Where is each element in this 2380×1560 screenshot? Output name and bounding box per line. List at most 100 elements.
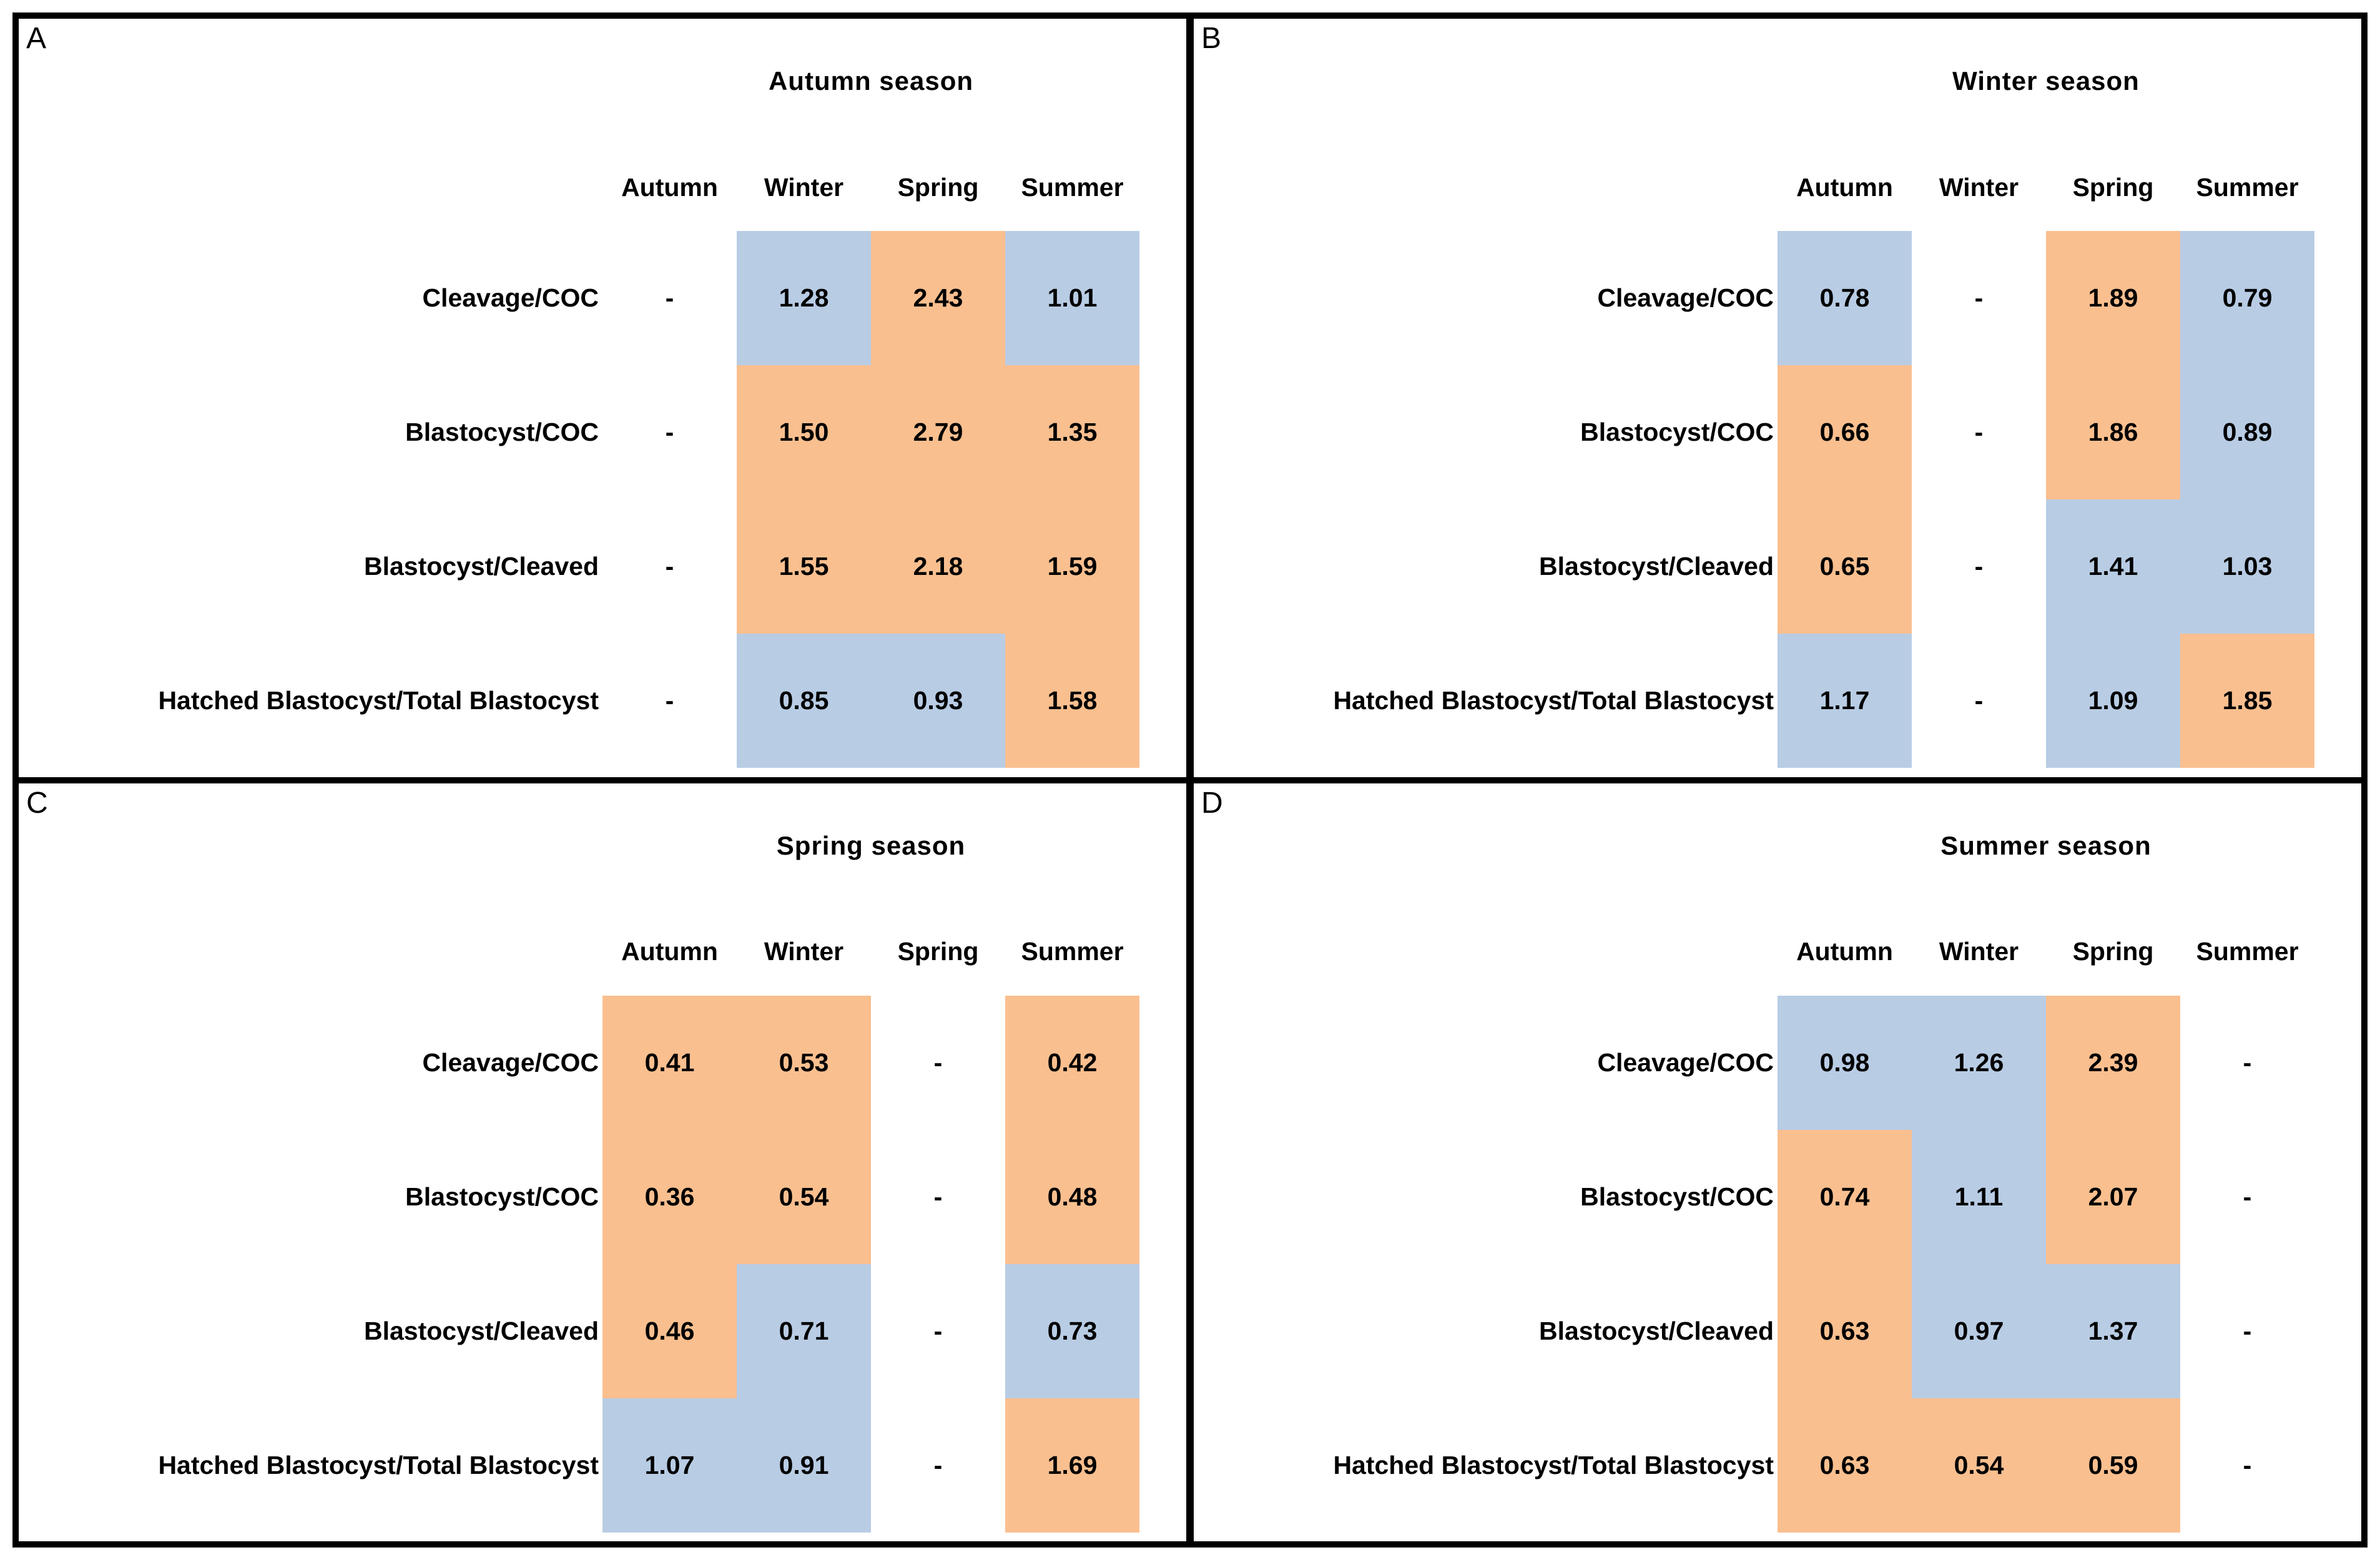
row-label: Blastocyst/Cleaved	[363, 1316, 599, 1345]
panel-title: Winter season	[1952, 66, 2140, 96]
row-label: Cleavage/COC	[1597, 1047, 1774, 1077]
value-cell: 1.89	[2046, 231, 2180, 365]
value-cell: 1.28	[737, 231, 871, 365]
panel-title: Autumn season	[768, 66, 974, 96]
value-cell: 0.93	[871, 634, 1005, 768]
column-header-autumn: Autumn	[621, 937, 718, 966]
value-cell: 0.91	[737, 1398, 871, 1533]
panel-letter-a: A	[26, 22, 47, 55]
value-cell: 1.09	[2046, 634, 2180, 768]
value-cell: 1.37	[2046, 1263, 2180, 1398]
value-cell: 0.98	[1778, 995, 1912, 1130]
panel-table-a: Autumn season Autumn Winter Spring Summer Cle…	[19, 19, 1186, 777]
value-cell: 1.26	[1912, 995, 2046, 1130]
value-cell: 1.69	[1005, 1398, 1139, 1533]
value-cell: 0.65	[1778, 499, 1912, 634]
row-label: Blastocyst/COC	[405, 418, 599, 446]
value-cell: 0.63	[1778, 1263, 1912, 1398]
value-cell: 1.55	[737, 499, 871, 634]
value-cell: 1.41	[2046, 499, 2180, 634]
column-header-spring: Spring	[2072, 172, 2154, 202]
row-label: Blastocyst/Cleaved	[363, 552, 599, 581]
row-label: Blastocyst/COC	[1580, 1182, 1774, 1211]
row-label: Blastocyst/Cleaved	[1538, 1316, 1774, 1345]
row-label: Blastocyst/COC	[1580, 418, 1774, 446]
value-cell: 0.54	[1912, 1398, 2046, 1533]
panel-title: Spring season	[776, 830, 966, 860]
column-header-winter: Winter	[764, 172, 844, 202]
column-header-autumn: Autumn	[621, 172, 718, 202]
row-label: Hatched Blastocyst/Total Blastocyst	[1333, 1450, 1774, 1479]
value-cell: 0.53	[737, 995, 871, 1130]
row-label: Blastocyst/COC	[405, 1182, 599, 1211]
column-header-spring: Spring	[2072, 937, 2154, 966]
value-cell: 0.54	[737, 1129, 871, 1264]
value-cell: 0.97	[1912, 1263, 2046, 1398]
row-label: Cleavage/COC	[422, 283, 599, 312]
column-header-spring: Spring	[897, 172, 979, 202]
value-cell: 0.46	[602, 1263, 737, 1398]
panel-d: D Summer season Autumn Winter Spring Summer C…	[1194, 783, 2361, 1542]
value-cell: 0.48	[1005, 1129, 1139, 1264]
figure-frame: A Autumn season Autumn Winter Spring Summer C…	[12, 12, 2368, 1548]
value-cell: 1.85	[2180, 634, 2314, 768]
panel-divider-horizontal	[19, 777, 2361, 783]
value-cell: 1.07	[602, 1398, 737, 1533]
value-cell: 0.89	[2180, 365, 2314, 499]
column-header-winter: Winter	[764, 937, 844, 966]
panel-letter-b: B	[1201, 22, 1222, 55]
panel-table-c: Spring season Autumn Winter Spring Summer Cle…	[19, 783, 1186, 1542]
panel-table-b: Winter season Autumn Winter Spring Summer Cle…	[1194, 19, 2361, 777]
value-cell: 0.42	[1005, 995, 1139, 1130]
row-label: Blastocyst/Cleaved	[1538, 552, 1774, 581]
value-cell: -	[2243, 1316, 2252, 1345]
value-cell: 0.59	[2046, 1398, 2180, 1533]
column-header-autumn: Autumn	[1796, 937, 1893, 966]
value-cell: 0.73	[1005, 1263, 1139, 1398]
value-cell: 2.07	[2046, 1129, 2180, 1264]
value-cell: -	[1974, 418, 1984, 446]
value-cell: -	[2243, 1182, 2252, 1211]
panel-letter-d: D	[1201, 786, 1223, 820]
value-cell: 0.79	[2180, 231, 2314, 365]
panel-title: Summer season	[1940, 830, 2151, 860]
value-cell: 1.11	[1912, 1129, 2046, 1264]
panel-b: B Winter season Autumn Winter Spring Summer C…	[1194, 19, 2361, 777]
value-cell: -	[2243, 1047, 2252, 1077]
value-cell: 1.01	[1005, 231, 1139, 365]
value-cell: -	[1974, 283, 1984, 312]
value-cell: -	[1974, 686, 1984, 715]
value-cell: 1.86	[2046, 365, 2180, 499]
column-header-summer: Summer	[2196, 937, 2299, 966]
column-header-autumn: Autumn	[1796, 172, 1893, 202]
value-cell: -	[665, 283, 674, 312]
value-cell: -	[1974, 552, 1984, 581]
value-cell: 0.66	[1778, 365, 1912, 499]
column-header-spring: Spring	[897, 937, 979, 966]
row-label: Hatched Blastocyst/Total Blastocyst	[1333, 686, 1774, 715]
column-header-summer: Summer	[1021, 937, 1124, 966]
row-label: Cleavage/COC	[1597, 283, 1774, 312]
value-cell: 0.41	[602, 995, 737, 1130]
row-label: Hatched Blastocyst/Total Blastocyst	[158, 1450, 599, 1479]
column-header-winter: Winter	[1939, 172, 2019, 202]
value-cell: 1.35	[1005, 365, 1139, 499]
panel-c: C Spring season Autumn Winter Spring Summer C…	[19, 783, 1186, 1542]
panel-table-d: Summer season Autumn Winter Spring Summer Cle…	[1194, 783, 2361, 1542]
column-header-summer: Summer	[2196, 172, 2299, 202]
value-cell: -	[665, 686, 674, 715]
value-cell: 0.36	[602, 1129, 737, 1264]
value-cell: 0.78	[1778, 231, 1912, 365]
value-cell: -	[933, 1047, 943, 1077]
value-cell: 0.74	[1778, 1129, 1912, 1264]
value-cell: 0.63	[1778, 1398, 1912, 1533]
value-cell: 1.59	[1005, 499, 1139, 634]
value-cell: 2.39	[2046, 995, 2180, 1130]
value-cell: -	[665, 418, 674, 446]
value-cell: 2.18	[871, 499, 1005, 634]
value-cell: 1.03	[2180, 499, 2314, 634]
value-cell: 1.58	[1005, 634, 1139, 768]
value-cell: 1.50	[737, 365, 871, 499]
row-label: Hatched Blastocyst/Total Blastocyst	[158, 686, 599, 715]
